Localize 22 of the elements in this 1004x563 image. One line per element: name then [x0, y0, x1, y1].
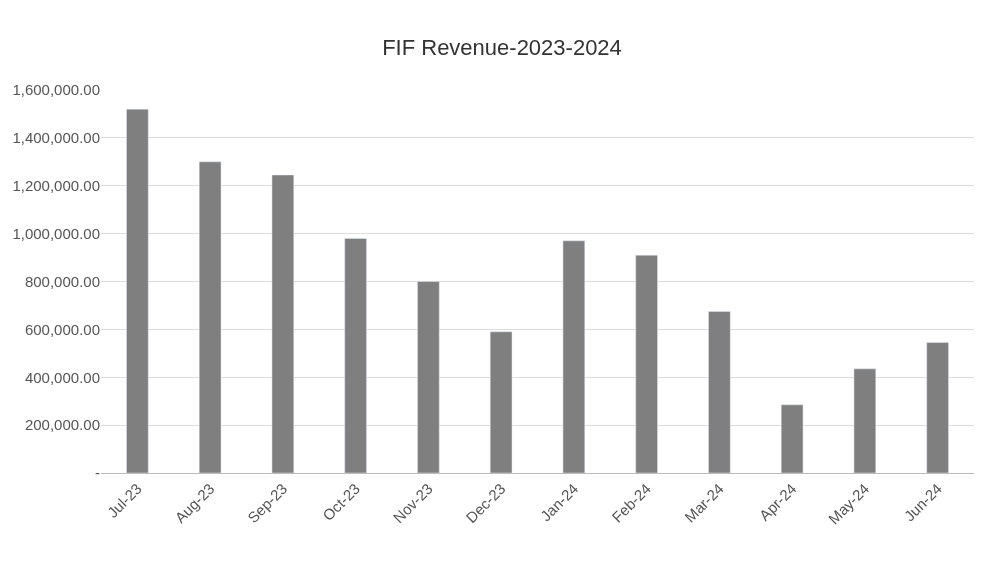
bar	[344, 238, 367, 473]
chart-title: FIF Revenue-2023-2024	[382, 34, 622, 60]
bar	[271, 174, 295, 473]
bar	[126, 108, 149, 473]
bar	[635, 254, 658, 473]
y-tick-label: 200,000.00	[24, 416, 100, 434]
bar	[926, 342, 949, 473]
y-tick-label: -	[95, 464, 100, 482]
bar	[853, 368, 877, 473]
bar	[489, 331, 513, 473]
bar	[417, 281, 440, 473]
bar	[780, 404, 804, 473]
y-tick-label: 600,000.00	[24, 320, 100, 338]
bar	[198, 161, 222, 473]
y-tick-label: 800,000.00	[24, 272, 100, 290]
y-tick-label: 400,000.00	[24, 368, 100, 386]
bar	[708, 311, 731, 473]
y-tick-label: 1,000,000.00	[12, 224, 100, 242]
y-tick-label: 1,200,000.00	[12, 177, 100, 194]
bar	[562, 240, 586, 473]
y-tick-label: 1,600,000.00	[12, 81, 100, 99]
y-tick-label: 1,400,000.00	[12, 129, 100, 147]
